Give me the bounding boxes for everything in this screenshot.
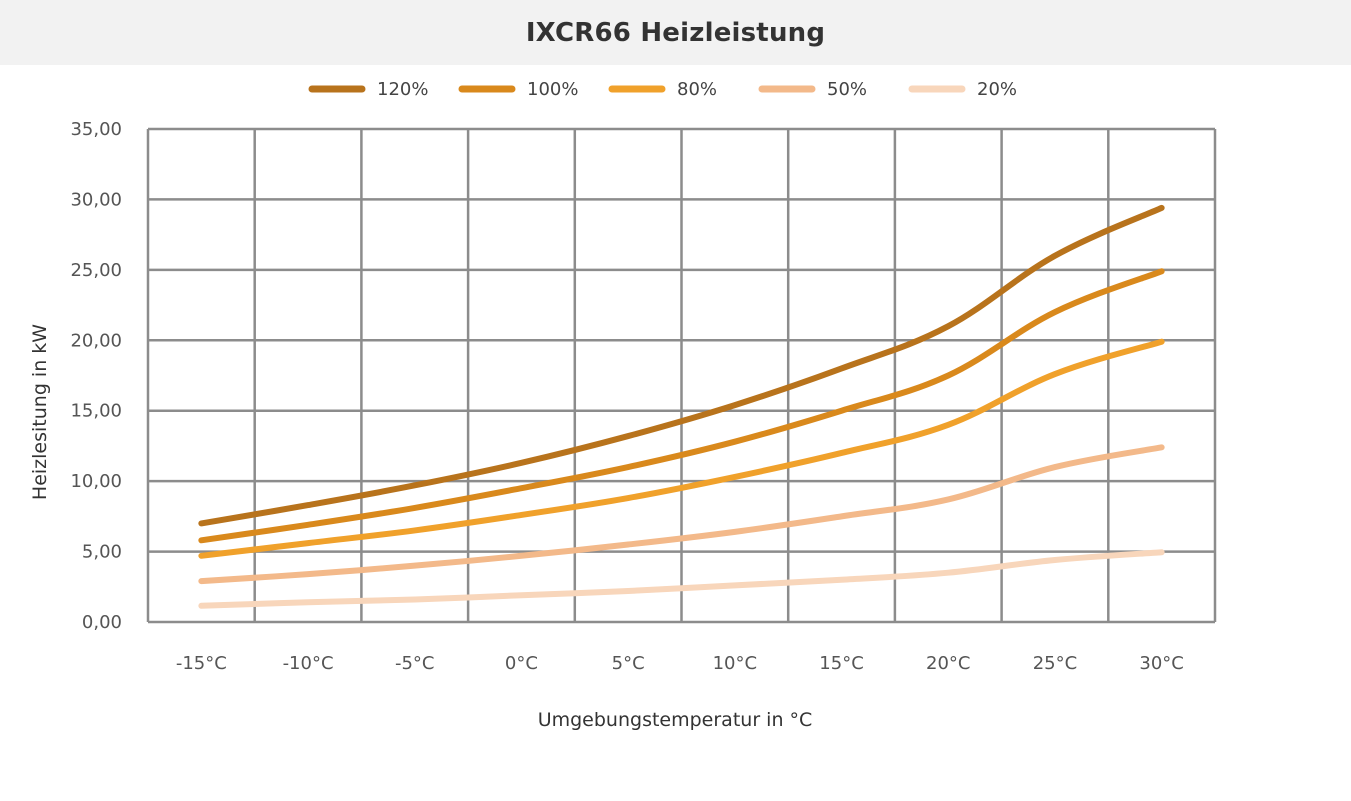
x-tick-label: -5°C xyxy=(395,653,435,674)
x-tick-label: 5°C xyxy=(612,653,645,674)
x-tick-label: 10°C xyxy=(713,653,757,674)
series-line-80pct xyxy=(198,338,1165,559)
y-tick-label: 25,00 xyxy=(70,260,122,281)
chart-title: IXCR66 Heizleistung xyxy=(525,17,826,48)
legend-label: 50% xyxy=(827,79,867,100)
y-tick-label: 20,00 xyxy=(70,330,122,351)
grid xyxy=(146,127,1217,624)
x-tick-label: 25°C xyxy=(1033,653,1077,674)
x-axis-ticks: -15°C -10°C -5°C 0°C 5°C 10°C 15°C 20°C 25°C 30°C xyxy=(176,653,1184,674)
x-axis-title: Umgebungstemperatur in °C xyxy=(538,709,813,731)
legend-label: 20% xyxy=(977,79,1017,100)
x-tick-label: 15°C xyxy=(819,653,863,674)
y-axis-title: Heizlesitung in kW xyxy=(29,324,51,500)
x-tick-label: 30°C xyxy=(1139,653,1183,674)
x-tick-label: 20°C xyxy=(926,653,970,674)
legend-label: 120% xyxy=(377,79,428,100)
legend-label: 80% xyxy=(677,79,717,100)
series-line-120pct xyxy=(198,204,1165,527)
y-tick-label: 15,00 xyxy=(70,401,122,422)
series-line-20pct xyxy=(198,549,1165,609)
x-tick-label: 0°C xyxy=(505,653,538,674)
y-axis-ticks: 0,00 5,00 10,00 15,00 20,00 25,00 30,00 35,00 xyxy=(70,119,122,633)
series-line-100pct xyxy=(198,268,1165,544)
series-line-50pct xyxy=(198,444,1165,585)
chart-title-bar: IXCR66 Heizleistung xyxy=(0,0,1351,65)
y-tick-label: 35,00 xyxy=(70,119,122,140)
x-tick-label: -15°C xyxy=(176,653,227,674)
y-tick-label: 5,00 xyxy=(82,542,122,563)
y-tick-label: 0,00 xyxy=(82,612,122,633)
x-tick-label: -10°C xyxy=(283,653,334,674)
legend: 120% 100% 80% 50% 20% xyxy=(308,79,1017,100)
y-tick-label: 30,00 xyxy=(70,189,122,210)
y-tick-label: 10,00 xyxy=(70,471,122,492)
legend-label: 100% xyxy=(527,79,578,100)
series-lines xyxy=(198,204,1165,609)
